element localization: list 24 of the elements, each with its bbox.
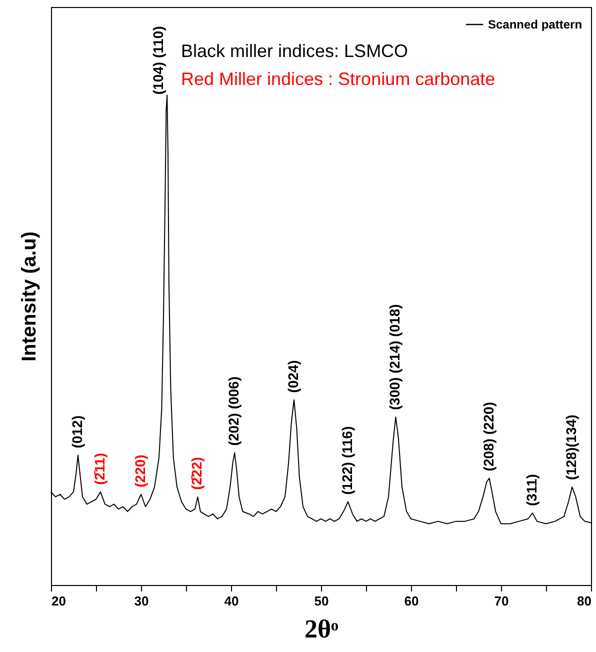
annotation: (208) (220) [480, 402, 496, 472]
x-tick-label: 60 [404, 594, 419, 608]
annotation: (104) (110) [150, 26, 166, 95]
annotation: (122) (116) [339, 426, 355, 495]
annotation: (024) [285, 360, 301, 393]
annotation: (311) [524, 474, 540, 506]
annotation: (2̄22) [188, 457, 205, 490]
annotation: (2̄11) [92, 453, 108, 485]
x-tick-label: 70 [494, 594, 509, 608]
x-tick-label: 20 [52, 594, 66, 608]
annotation: (220) [132, 454, 148, 488]
text: Black miller indices: LSMCO [181, 41, 408, 61]
y-axis-title: Intensity (a.u) [18, 231, 40, 362]
text: Red Miller indices : Stronium carbonate [181, 69, 496, 89]
x-tick-label: 30 [134, 594, 149, 608]
annotation: (128)(134) [563, 414, 580, 480]
annotation: (300) (214) (018) [386, 304, 403, 410]
annotation: (012) [69, 416, 85, 448]
x-axis-title: 2θᵒ [304, 614, 340, 644]
x-tick-label: 50 [314, 594, 329, 608]
annotation: (202) (006) [226, 376, 242, 446]
legend-label: Scanned pattern [488, 18, 582, 32]
x-tick-label: 80 [577, 594, 592, 608]
x-tick-label: 40 [224, 594, 239, 608]
